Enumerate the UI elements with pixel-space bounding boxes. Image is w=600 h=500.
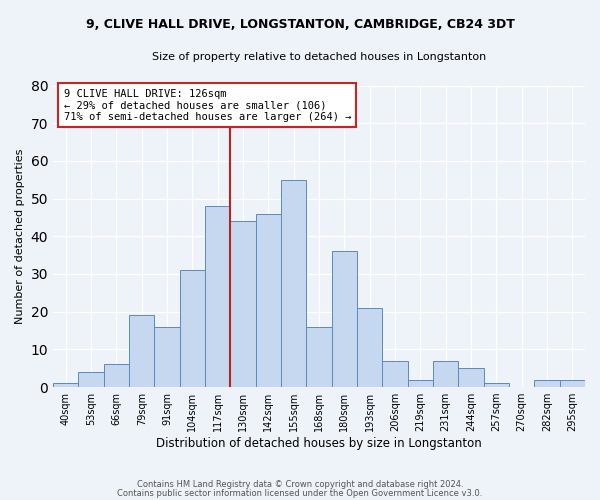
Bar [357, 308, 382, 387]
Bar [256, 214, 281, 387]
Text: 9, CLIVE HALL DRIVE, LONGSTANTON, CAMBRIDGE, CB24 3DT: 9, CLIVE HALL DRIVE, LONGSTANTON, CAMBRI… [86, 18, 514, 30]
Text: 9 CLIVE HALL DRIVE: 126sqm
← 29% of detached houses are smaller (106)
71% of sem: 9 CLIVE HALL DRIVE: 126sqm ← 29% of deta… [64, 88, 351, 122]
Bar [129, 316, 154, 387]
Bar [484, 384, 509, 387]
Bar [281, 180, 307, 387]
Bar [382, 360, 407, 387]
X-axis label: Distribution of detached houses by size in Longstanton: Distribution of detached houses by size … [156, 437, 482, 450]
Text: Contains public sector information licensed under the Open Government Licence v3: Contains public sector information licen… [118, 488, 482, 498]
Bar [230, 221, 256, 387]
Bar [154, 327, 179, 387]
Bar [179, 270, 205, 387]
Bar [53, 384, 79, 387]
Bar [307, 327, 332, 387]
Y-axis label: Number of detached properties: Number of detached properties [15, 148, 25, 324]
Bar [104, 364, 129, 387]
Bar [458, 368, 484, 387]
Bar [535, 380, 560, 387]
Bar [407, 380, 433, 387]
Title: Size of property relative to detached houses in Longstanton: Size of property relative to detached ho… [152, 52, 486, 62]
Bar [205, 206, 230, 387]
Text: Contains HM Land Registry data © Crown copyright and database right 2024.: Contains HM Land Registry data © Crown c… [137, 480, 463, 489]
Bar [560, 380, 585, 387]
Bar [79, 372, 104, 387]
Bar [433, 360, 458, 387]
Bar [332, 252, 357, 387]
